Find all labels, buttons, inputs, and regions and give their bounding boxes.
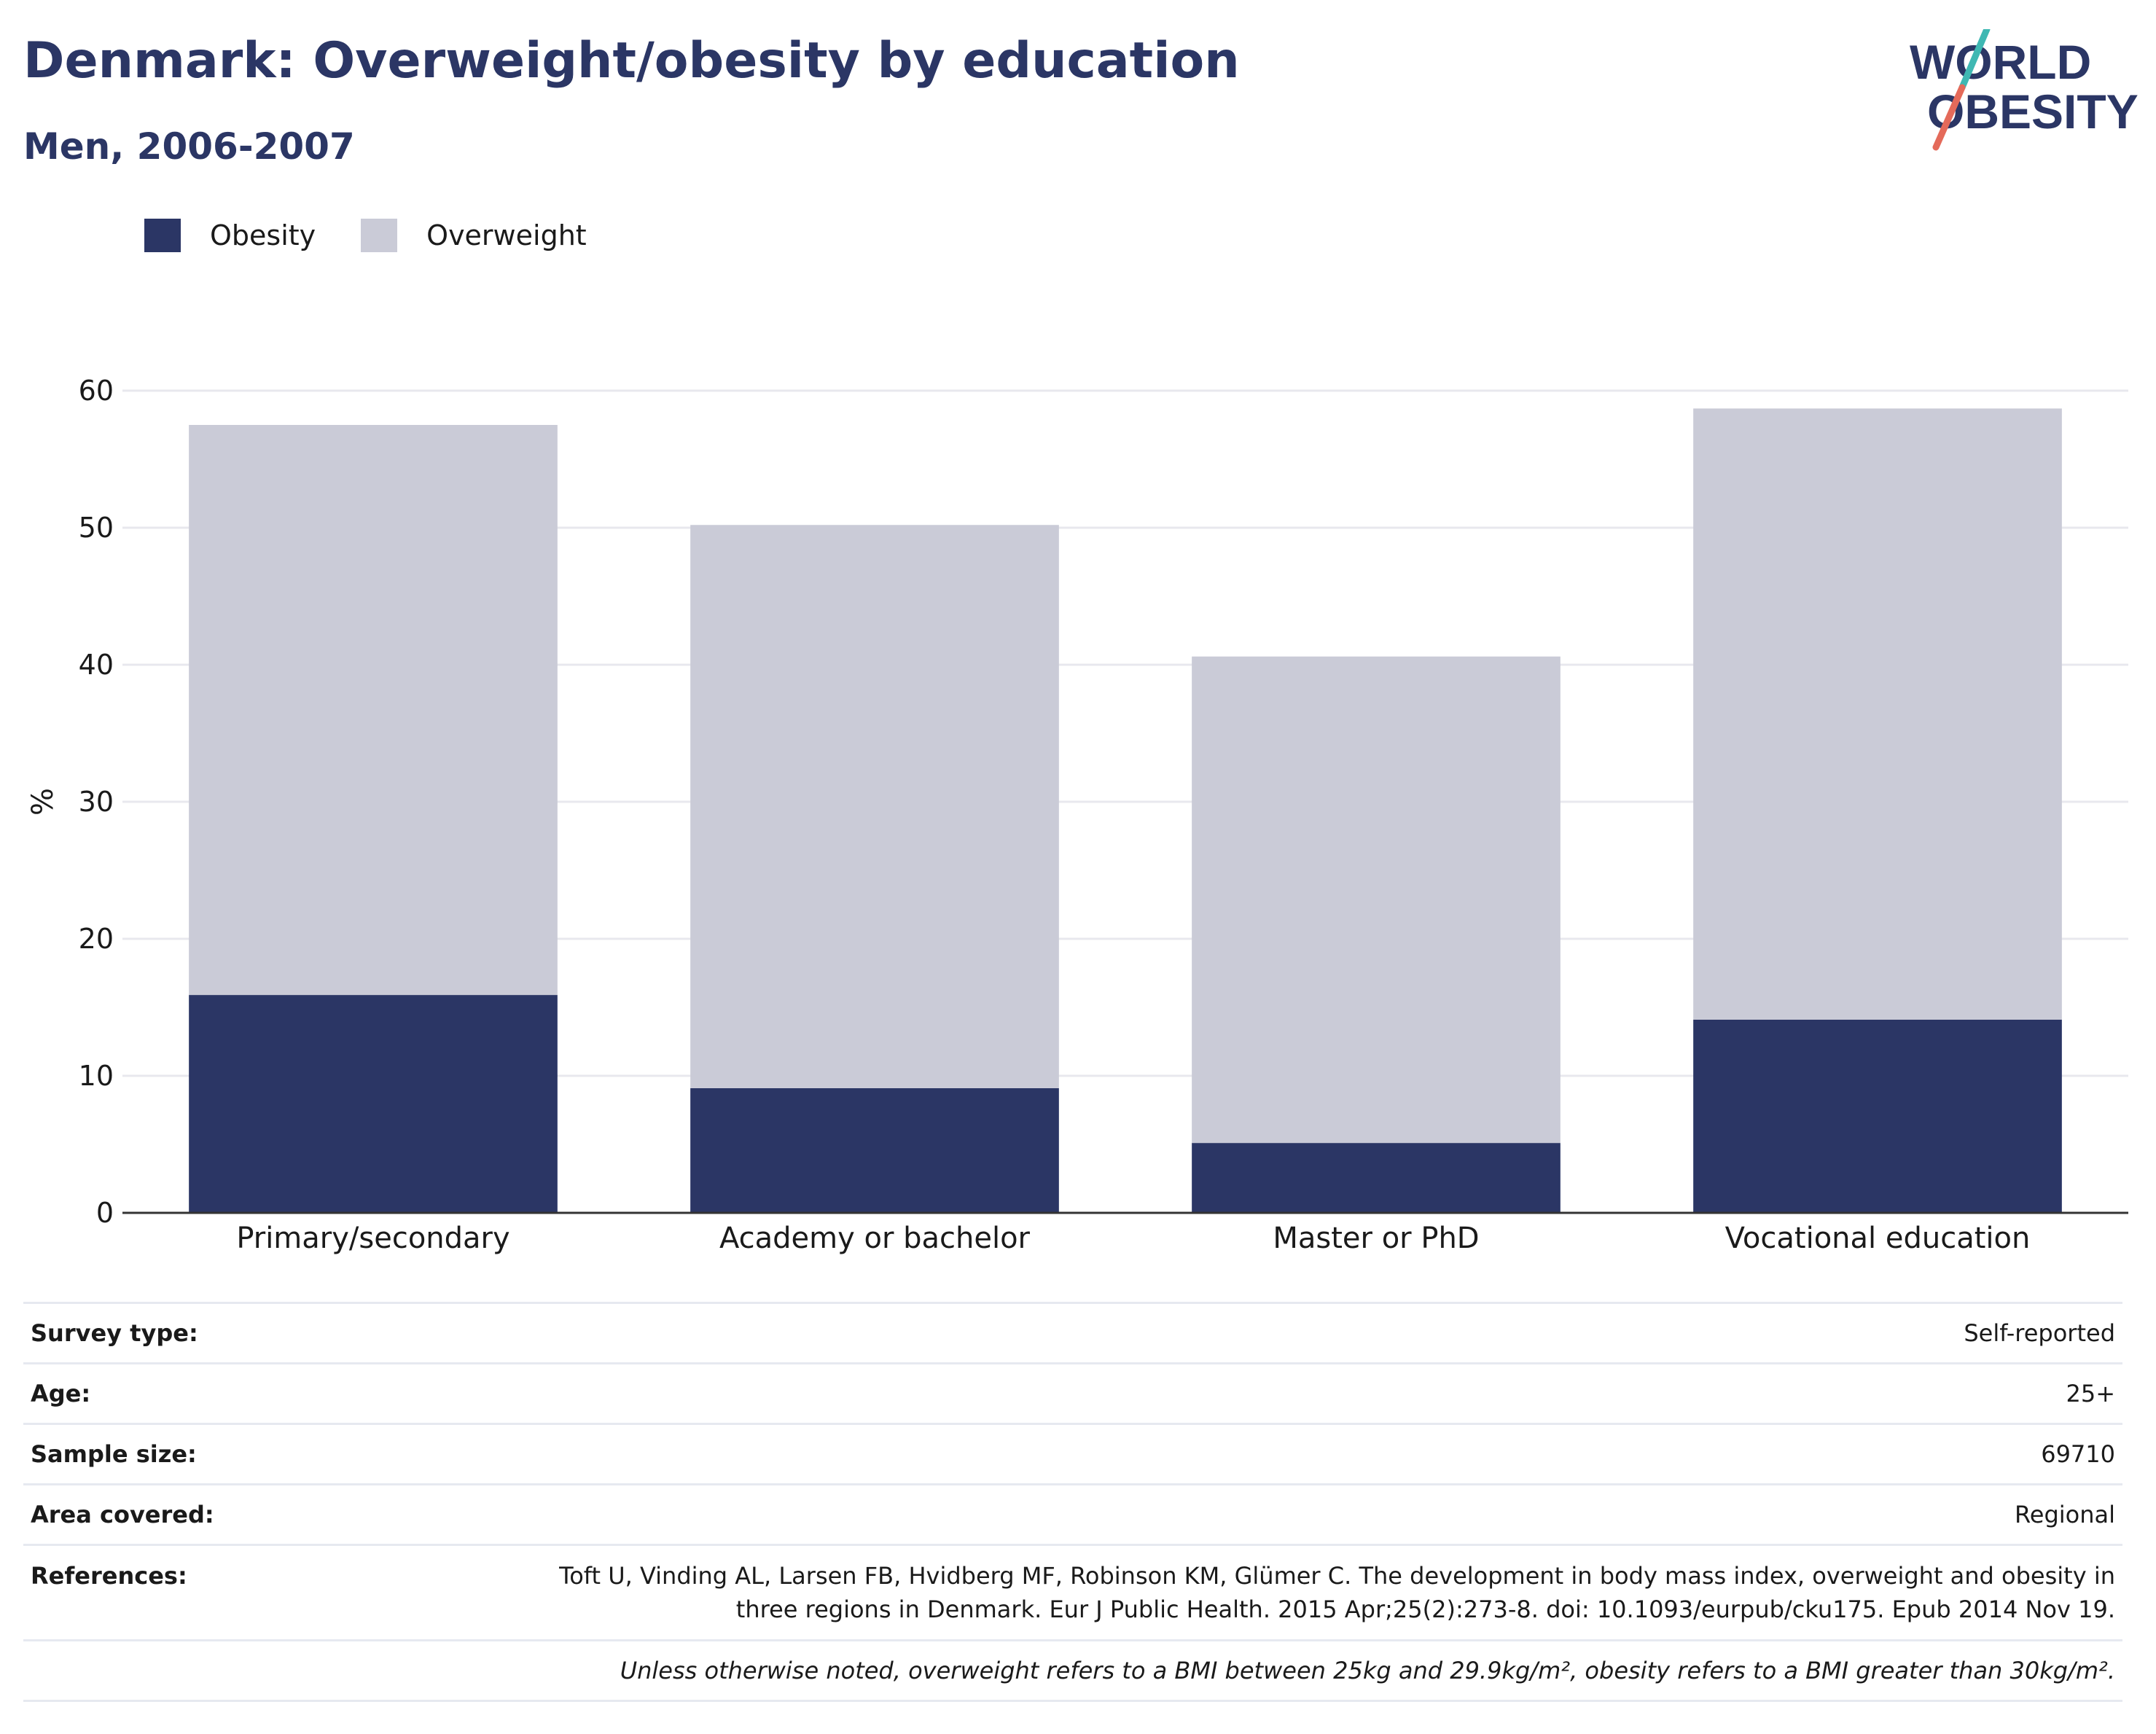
info-key: Sample size:	[23, 1423, 329, 1485]
bar-obesity	[189, 995, 558, 1213]
chart-legend: Obesity Overweight	[144, 219, 632, 252]
stacked-bar-chart: 0 10 20 30 40 50 60% Primary/secondary Academy o…	[26, 375, 2128, 1255]
legend-item-obesity[interactable]: Obesity	[144, 219, 316, 252]
logo-line-1: WORLD	[1910, 35, 2091, 89]
info-value: Self-reported	[329, 1302, 2122, 1364]
bar-obesity	[1192, 1143, 1561, 1213]
x-tick-label: Primary/secondary	[236, 1222, 509, 1255]
legend-item-overweight[interactable]: Overweight	[361, 219, 587, 252]
chart-subtitle: Men, 2006-2007	[23, 125, 355, 168]
info-key: Age:	[23, 1362, 329, 1424]
bar-overweight	[690, 525, 1059, 1088]
info-row-survey-type: Survey type: Self-reported	[23, 1302, 2122, 1364]
y-tick-label: 60	[79, 375, 114, 407]
legend-label-overweight: Overweight	[426, 219, 587, 251]
y-tick-label: 30	[79, 786, 114, 818]
x-tick-label: Vocational education	[1725, 1222, 2031, 1255]
bar-overweight	[189, 425, 558, 996]
reference-line-2: three regions in Denmark. Eur J Public H…	[735, 1596, 2115, 1623]
logo-slash-top	[1958, 29, 1991, 91]
definition-note: Unless otherwise noted, overweight refer…	[23, 1639, 2122, 1702]
info-key: Survey type:	[23, 1302, 329, 1364]
info-value: Regional	[329, 1483, 2122, 1545]
reference-line-1: Toft U, Vinding AL, Larsen FB, Hvidberg …	[559, 1562, 2115, 1590]
world-obesity-logo: WORLD OBESITY	[1910, 29, 2139, 151]
bar-overweight	[1693, 408, 2062, 1020]
y-tick-label: 0	[96, 1197, 114, 1229]
metadata-table: Survey type: Self-reported Age: 25+ Samp…	[23, 1302, 2122, 1702]
x-tick-label: Master or PhD	[1273, 1222, 1479, 1255]
y-axis-label: %	[26, 788, 60, 816]
legend-label-obesity: Obesity	[210, 219, 316, 251]
info-value: Toft U, Vinding AL, Larsen FB, Hvidberg …	[329, 1544, 2122, 1641]
info-row-age: Age: 25+	[23, 1362, 2122, 1424]
info-key: References:	[23, 1544, 329, 1641]
logo-slash-bottom	[1932, 84, 1966, 151]
bar-obesity	[1693, 1019, 2062, 1213]
info-row-area-covered: Area covered: Regional	[23, 1483, 2122, 1545]
y-tick-label: 20	[79, 923, 114, 955]
chart-title: Denmark: Overweight/obesity by education	[23, 32, 1240, 90]
y-tick-label: 40	[79, 649, 114, 681]
info-row-sample-size: Sample size: 69710	[23, 1423, 2122, 1485]
info-key: Area covered:	[23, 1483, 329, 1545]
bar-overweight	[1192, 656, 1561, 1144]
info-value: 69710	[329, 1423, 2122, 1485]
y-tick-label: 50	[79, 512, 114, 544]
info-value: 25+	[329, 1362, 2122, 1424]
legend-swatch-obesity	[144, 219, 181, 252]
definition-note-row: Unless otherwise noted, overweight refer…	[23, 1639, 2122, 1702]
y-tick-label: 10	[79, 1060, 114, 1092]
bar-obesity	[690, 1087, 1059, 1213]
legend-swatch-overweight	[361, 219, 398, 252]
info-row-references: References: Toft U, Vinding AL, Larsen F…	[23, 1544, 2122, 1641]
x-tick-label: Academy or bachelor	[719, 1222, 1031, 1255]
